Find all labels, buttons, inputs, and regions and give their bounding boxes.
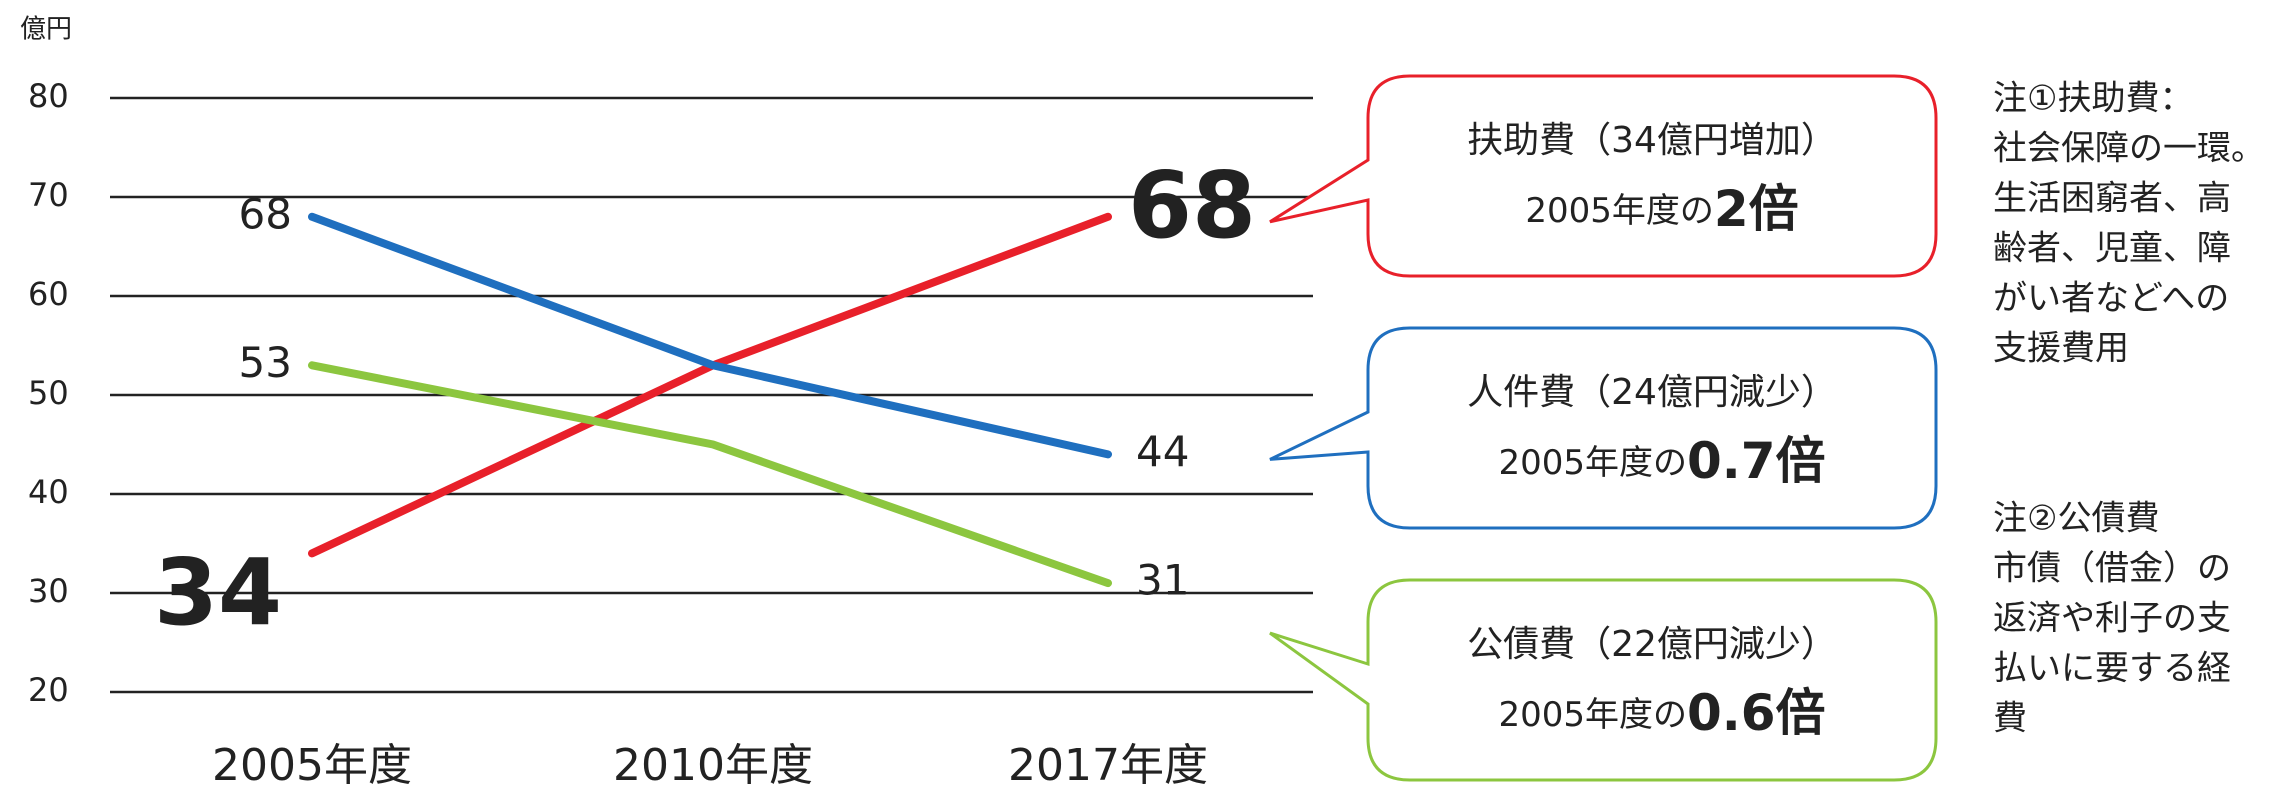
callout-prefix: 2005年度の bbox=[1498, 443, 1687, 483]
note-line: 市債（借金）の bbox=[1993, 549, 2231, 589]
x-tick-label: 2017年度 bbox=[1008, 740, 1208, 791]
y-tick-label: 80 bbox=[28, 77, 69, 115]
y-unit: 億円 bbox=[20, 15, 72, 45]
y-tick-label: 60 bbox=[28, 275, 69, 313]
x-tick-label: 2005年度 bbox=[212, 740, 412, 791]
note-line: 支援費用 bbox=[1993, 329, 2129, 369]
data-label: 44 bbox=[1136, 427, 1189, 476]
note-line: 返済や利子の支 bbox=[1993, 599, 2231, 639]
data-label: 31 bbox=[1136, 556, 1189, 605]
note-line: 払いに要する経 bbox=[1993, 649, 2231, 689]
callout-ratio: 2005年度の2倍 bbox=[1525, 180, 1798, 238]
data-label: 34 bbox=[154, 539, 282, 646]
callout-box bbox=[1269, 326, 1938, 530]
callout-ratio-value: 0.6倍 bbox=[1687, 684, 1826, 742]
y-tick-label: 40 bbox=[28, 473, 69, 511]
callout-prefix: 2005年度の bbox=[1525, 191, 1714, 231]
callout-ratio: 2005年度の0.7倍 bbox=[1498, 432, 1825, 490]
note-line: 注②公債費 bbox=[1993, 499, 2159, 539]
series-line bbox=[308, 361, 1112, 588]
note-line: がい者などへの bbox=[1993, 279, 2229, 319]
y-tick-label: 20 bbox=[28, 671, 69, 709]
x-tick-label: 2010年度 bbox=[613, 740, 813, 791]
y-tick-label: 50 bbox=[28, 374, 69, 412]
callout-title: 人件費（24億円減少） bbox=[1467, 372, 1837, 413]
data-label: 68 bbox=[239, 189, 292, 238]
note-line: 生活困窮者、高 bbox=[1993, 179, 2231, 219]
data-label: 68 bbox=[1128, 152, 1256, 259]
callout-title: 扶助費（34億円増加） bbox=[1467, 120, 1837, 161]
note-line: 社会保障の一環。 bbox=[1993, 129, 2265, 169]
callout-ratio-value: 0.7倍 bbox=[1687, 432, 1826, 490]
y-tick-label: 70 bbox=[28, 176, 69, 214]
callout-prefix: 2005年度の bbox=[1498, 695, 1687, 735]
callout-ratio-value: 2倍 bbox=[1714, 180, 1799, 238]
callout-box bbox=[1269, 74, 1938, 278]
note-line: 齢者、児童、障 bbox=[1993, 229, 2231, 269]
y-tick-label: 30 bbox=[28, 572, 69, 610]
note-line: 費 bbox=[1993, 699, 2027, 739]
callout-box bbox=[1269, 578, 1938, 782]
series-line bbox=[308, 212, 1112, 459]
data-label: 53 bbox=[239, 338, 292, 387]
callout-ratio: 2005年度の0.6倍 bbox=[1498, 684, 1825, 742]
callout-title: 公債費（22億円減少） bbox=[1467, 624, 1837, 665]
note-line: 注①扶助費： bbox=[1993, 79, 2193, 119]
